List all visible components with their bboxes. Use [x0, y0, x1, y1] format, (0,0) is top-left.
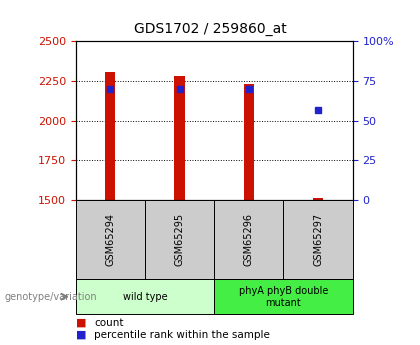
Bar [76, 279, 214, 314]
Text: GSM65297: GSM65297 [313, 213, 323, 266]
Text: GSM65296: GSM65296 [244, 213, 254, 266]
Text: count: count [94, 318, 124, 328]
Text: ■: ■ [76, 318, 89, 328]
Text: GDS1702 / 259860_at: GDS1702 / 259860_at [134, 22, 286, 37]
Text: phyA phyB double
mutant: phyA phyB double mutant [239, 286, 328, 307]
Text: GSM65295: GSM65295 [175, 213, 184, 266]
Bar [313, 198, 323, 200]
Text: wild type: wild type [123, 292, 167, 302]
Bar [174, 76, 185, 200]
Bar [214, 200, 284, 279]
Bar [76, 200, 145, 279]
Bar [244, 84, 254, 200]
Bar [145, 200, 214, 279]
Text: ■: ■ [76, 330, 89, 340]
Text: genotype/variation: genotype/variation [4, 292, 97, 302]
Text: GSM65294: GSM65294 [105, 213, 115, 266]
Text: percentile rank within the sample: percentile rank within the sample [94, 330, 270, 340]
Bar [284, 200, 353, 279]
Bar [105, 72, 116, 200]
Bar [214, 279, 353, 314]
